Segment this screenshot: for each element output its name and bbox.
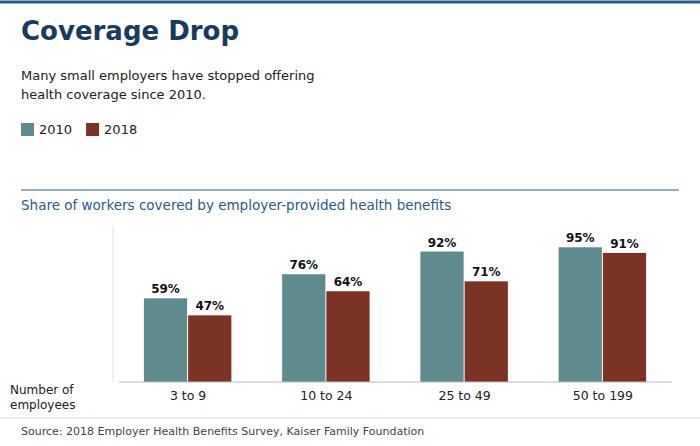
bar	[420, 252, 463, 382]
bar	[282, 274, 325, 382]
legend-label: 2010	[39, 122, 72, 137]
x-tick-label: 10 to 24	[300, 388, 352, 403]
legend-swatch	[86, 123, 99, 136]
data-label: 47%	[195, 299, 224, 313]
data-label: 64%	[334, 275, 363, 289]
x-tick-label: 50 to 199	[573, 388, 633, 403]
subtitle: Many small employers have stopped offeri…	[21, 68, 315, 102]
chart-container: Coverage Drop Many small employers have s…	[0, 0, 700, 446]
text-line: employees	[10, 398, 75, 412]
bar	[559, 247, 602, 382]
x-label: Number ofemployees	[10, 383, 75, 412]
data-label: 95%	[566, 231, 595, 245]
source: Source: 2018 Employer Health Benefits Su…	[21, 425, 424, 438]
divider	[21, 190, 679, 191]
background	[0, 0, 700, 446]
data-label: 71%	[472, 265, 501, 279]
chart-svg: Coverage Drop Many small employers have s…	[0, 0, 700, 446]
bar	[326, 291, 369, 382]
legend-item: 2010	[21, 122, 72, 137]
bar	[188, 315, 231, 382]
text-line: Many small employers have stopped offeri…	[21, 68, 315, 83]
y-range-line	[113, 226, 114, 382]
legend-swatch	[21, 123, 34, 136]
x-tick-label: 3 to 9	[170, 388, 206, 403]
chart-title: Share of workers covered by employer-pro…	[21, 197, 451, 213]
source-line	[0, 418, 700, 419]
data-label: 76%	[289, 258, 318, 272]
legend-label: 2018	[104, 122, 137, 137]
bar	[603, 253, 646, 382]
bar	[465, 281, 508, 382]
x-tick-label: 25 to 49	[438, 388, 490, 403]
top-border	[0, 1, 700, 4]
baseline	[119, 382, 672, 383]
data-label: 92%	[428, 236, 457, 250]
text-line: Number of	[10, 383, 74, 397]
bars	[144, 247, 646, 382]
bar	[144, 298, 187, 382]
legend-item: 2018	[86, 122, 137, 137]
data-labels: 59% 76% 92% 95% 47% 64% 71% 91%	[151, 231, 639, 313]
text-line: health coverage since 2010.	[21, 87, 206, 102]
data-label: 59%	[151, 282, 180, 296]
data-label: 91%	[610, 237, 639, 251]
title: Coverage Drop	[21, 16, 239, 46]
